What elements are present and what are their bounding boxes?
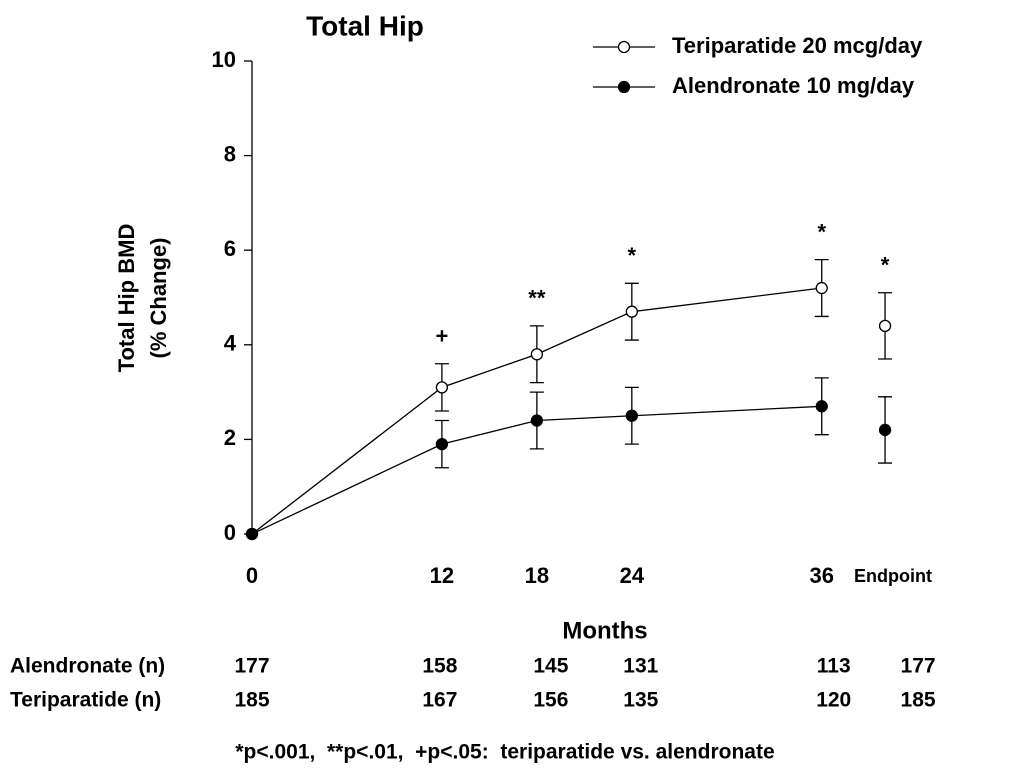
- legend-marker: [617, 80, 631, 94]
- n-value: 145: [533, 655, 568, 678]
- data-point: [815, 400, 828, 413]
- significance: **: [528, 286, 546, 311]
- data-point: [530, 414, 544, 427]
- footnote: *p<.001, **p<.01, +p<.05: teriparatide v…: [235, 741, 774, 764]
- data-point: [878, 423, 892, 437]
- n-value: 185: [901, 689, 936, 712]
- y-axis-label: Total Hip BMD: [114, 224, 139, 373]
- data-point: [625, 409, 638, 422]
- data-point: [530, 348, 544, 361]
- n-value: 156: [533, 689, 568, 712]
- data-point: [245, 527, 259, 541]
- x-tick-label: Endpoint: [854, 566, 932, 586]
- significance: *: [881, 253, 890, 278]
- y-tick-label: 10: [212, 47, 236, 72]
- x-tick-label: 0: [246, 563, 258, 588]
- significance: *: [817, 219, 826, 244]
- x-tick-label: 24: [620, 563, 645, 588]
- y-tick-label: 6: [224, 236, 236, 261]
- y-tick-label: 0: [224, 520, 236, 545]
- legend-label: Teriparatide 20 mcg/day: [672, 33, 923, 58]
- row-label: Teriparatide (n): [10, 689, 161, 712]
- n-value: 167: [422, 689, 457, 712]
- legend-label: Alendronate 10 mg/day: [672, 73, 915, 98]
- n-value: 185: [234, 689, 269, 712]
- significance: *: [628, 243, 637, 268]
- chart-title: Total Hip: [306, 10, 424, 41]
- data-point: [435, 437, 449, 451]
- row-label: Alendronate (n): [10, 655, 165, 678]
- n-value: 135: [623, 689, 658, 712]
- significance: +: [435, 324, 448, 349]
- data-point: [815, 281, 828, 295]
- y-tick-label: 8: [224, 141, 236, 166]
- x-tick-label: 12: [430, 563, 454, 588]
- x-tick-label: 36: [809, 563, 833, 588]
- legend-marker: [617, 40, 631, 54]
- x-axis-label: Months: [562, 617, 647, 644]
- x-tick-label: 18: [525, 563, 549, 588]
- n-value: 120: [816, 689, 851, 712]
- n-value: 113: [817, 655, 851, 678]
- n-value: 177: [901, 655, 936, 678]
- n-value: 158: [422, 655, 457, 678]
- n-value: 131: [623, 655, 658, 678]
- data-point: [625, 305, 638, 318]
- y-tick-label: 2: [224, 425, 236, 450]
- data-point: [878, 319, 892, 333]
- y-tick-label: 4: [224, 331, 237, 356]
- n-value: 177: [234, 655, 269, 678]
- y-axis-label: (% Change): [146, 238, 171, 359]
- data-point: [435, 381, 449, 394]
